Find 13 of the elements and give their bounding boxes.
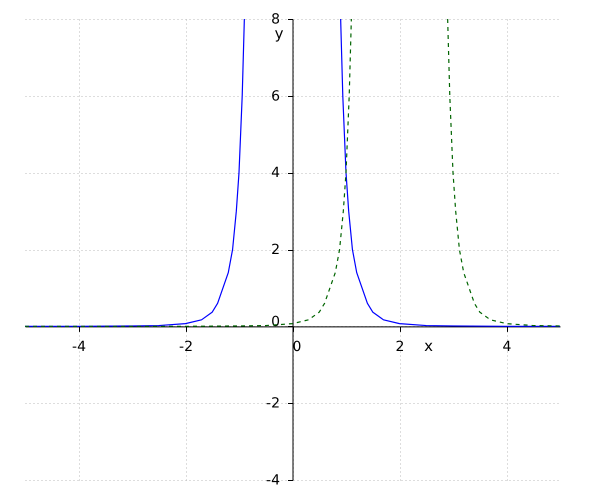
x-tick-label: -2 (179, 338, 193, 355)
y-tick-label: 2 (271, 242, 280, 258)
y-tick-label: -2 (266, 396, 280, 412)
y-tick-label: 8 (271, 12, 280, 28)
x-axis-title: x (424, 336, 434, 355)
y-tick-label: 4 (271, 165, 280, 182)
y-tick-label: -4 (266, 472, 280, 488)
y-axis-title: y (274, 24, 284, 42)
y-tick-label: 6 (271, 88, 280, 104)
x-tick-label: 4 (502, 338, 512, 355)
x-tick-label: -4 (72, 338, 86, 355)
x-tick-label: 2 (396, 338, 404, 355)
x-tick-label: 0 (292, 338, 302, 355)
